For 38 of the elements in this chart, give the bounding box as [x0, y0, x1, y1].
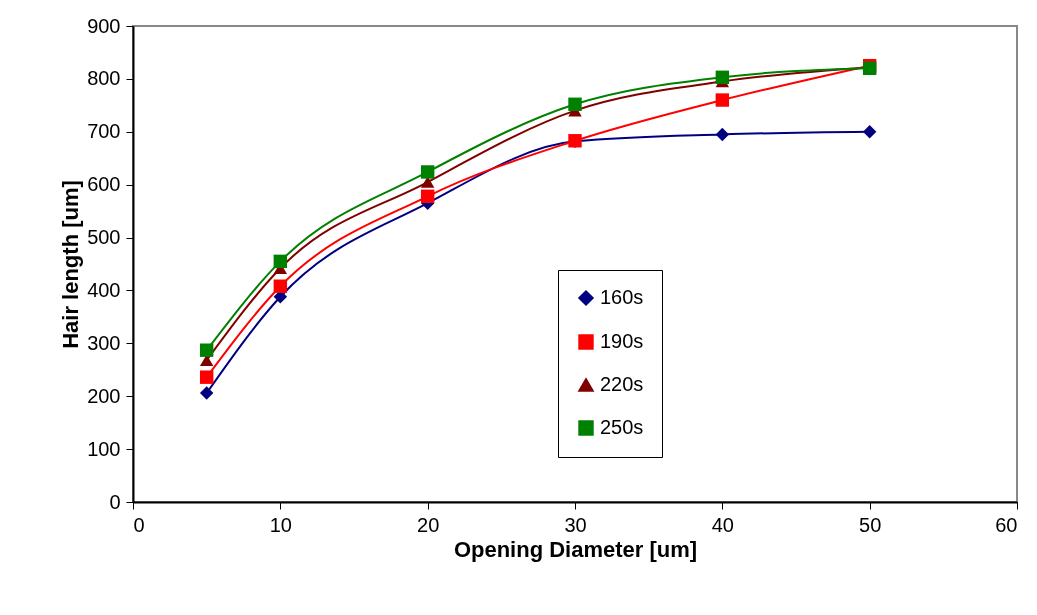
- x-tick-label: 0: [133, 513, 145, 536]
- legend-label: 220s: [600, 373, 644, 395]
- x-tick-label: 60: [995, 513, 1018, 536]
- y-tick-label: 0: [109, 490, 121, 513]
- point: [715, 93, 730, 107]
- y-tick-label: 900: [87, 14, 121, 37]
- y-tick-label: 800: [87, 67, 121, 90]
- x-tick-label: 50: [859, 513, 882, 536]
- legend-label: 190s: [600, 330, 644, 352]
- point: [199, 343, 214, 357]
- y-tick-label: 400: [87, 278, 121, 301]
- legend-label: 160s: [600, 286, 644, 308]
- y-tick-label: 500: [87, 226, 121, 249]
- point: [199, 370, 214, 384]
- x-tick-label: 10: [269, 513, 292, 536]
- x-tick-label: 40: [711, 513, 734, 536]
- point: [199, 354, 214, 367]
- y-tick-label: 600: [87, 173, 121, 196]
- point: [199, 386, 214, 400]
- point: [273, 290, 288, 304]
- point: [420, 189, 435, 204]
- x-axis-title: Opening Diameter [um]: [453, 536, 698, 562]
- point: [420, 176, 435, 188]
- point: [273, 254, 288, 269]
- point: [862, 125, 877, 139]
- y-axis-title: Hair length [um]: [58, 180, 84, 349]
- point: [420, 165, 435, 179]
- x-tick-label: 30: [564, 513, 587, 536]
- point: [715, 70, 730, 85]
- y-tick-label: 100: [87, 437, 121, 460]
- x-tick-label: 20: [417, 513, 440, 536]
- point: [715, 127, 730, 142]
- legend-label: 250s: [600, 416, 644, 438]
- y-tick-label: 200: [87, 384, 121, 407]
- point: [568, 97, 582, 111]
- point: [273, 279, 288, 293]
- y-tick-label: 700: [87, 120, 121, 143]
- y-tick-label: 300: [87, 331, 121, 354]
